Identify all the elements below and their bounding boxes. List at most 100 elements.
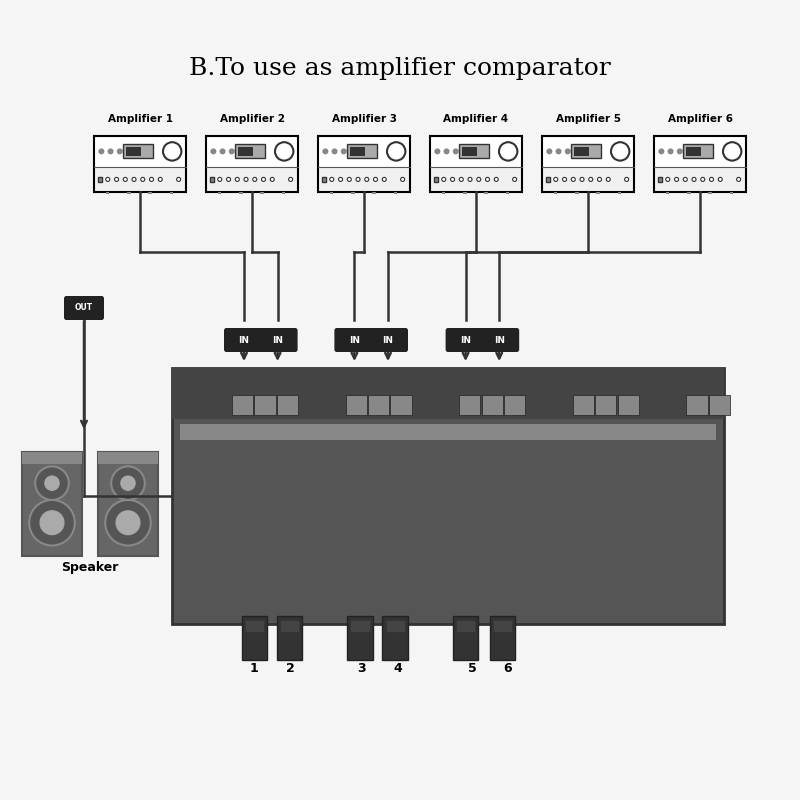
Text: Speaker: Speaker xyxy=(61,562,118,574)
Circle shape xyxy=(116,510,140,534)
Bar xyxy=(459,395,480,415)
Bar xyxy=(277,616,302,660)
FancyBboxPatch shape xyxy=(258,328,298,352)
Text: Amplifier 1: Amplifier 1 xyxy=(107,114,173,124)
Circle shape xyxy=(459,178,463,182)
Bar xyxy=(206,167,298,192)
Bar xyxy=(482,395,502,415)
Bar xyxy=(127,192,130,194)
Text: 5: 5 xyxy=(468,662,476,674)
Circle shape xyxy=(668,149,673,154)
Bar xyxy=(218,192,222,194)
Bar xyxy=(254,395,275,415)
Bar xyxy=(126,146,141,156)
Circle shape xyxy=(692,178,696,182)
Circle shape xyxy=(347,178,351,182)
Circle shape xyxy=(220,149,225,154)
Bar xyxy=(430,136,522,192)
Bar xyxy=(709,395,730,415)
Bar xyxy=(654,136,746,192)
Bar xyxy=(368,395,389,415)
Bar xyxy=(346,395,366,415)
Circle shape xyxy=(121,476,135,490)
Bar xyxy=(318,136,410,166)
Circle shape xyxy=(330,178,334,182)
Circle shape xyxy=(270,178,274,182)
Bar xyxy=(149,192,152,194)
Bar xyxy=(94,136,186,166)
FancyBboxPatch shape xyxy=(334,328,374,352)
Bar xyxy=(206,136,298,192)
Bar xyxy=(235,145,265,158)
Bar xyxy=(442,192,446,194)
Bar xyxy=(686,146,701,156)
Bar xyxy=(493,620,512,632)
Bar xyxy=(242,616,267,660)
Bar xyxy=(206,136,298,166)
Text: 2: 2 xyxy=(286,662,294,674)
Bar xyxy=(506,192,509,194)
Bar xyxy=(347,145,377,158)
Bar xyxy=(430,167,522,192)
Circle shape xyxy=(382,178,386,182)
Bar xyxy=(318,167,410,192)
Circle shape xyxy=(338,178,342,182)
Bar xyxy=(245,620,264,632)
Bar xyxy=(573,395,594,415)
Circle shape xyxy=(387,142,406,161)
Bar xyxy=(282,192,285,194)
Bar xyxy=(546,177,550,182)
Circle shape xyxy=(562,178,566,182)
Text: 6: 6 xyxy=(504,662,512,674)
Bar xyxy=(687,192,690,194)
Bar xyxy=(571,145,601,158)
Bar xyxy=(390,395,411,415)
Bar xyxy=(666,192,670,194)
Circle shape xyxy=(625,178,629,182)
Bar xyxy=(347,616,373,660)
Bar xyxy=(574,146,589,156)
Text: Amplifier 3: Amplifier 3 xyxy=(331,114,397,124)
Bar xyxy=(94,136,186,192)
Circle shape xyxy=(683,178,687,182)
Bar xyxy=(542,167,634,192)
Bar xyxy=(597,192,600,194)
Bar xyxy=(261,192,264,194)
Circle shape xyxy=(678,149,682,154)
Bar xyxy=(94,136,186,192)
Circle shape xyxy=(450,178,454,182)
Circle shape xyxy=(235,178,239,182)
Circle shape xyxy=(106,178,110,182)
Circle shape xyxy=(323,149,328,154)
Bar xyxy=(386,620,405,632)
Circle shape xyxy=(106,500,151,546)
Bar xyxy=(330,192,334,194)
Circle shape xyxy=(332,149,337,154)
Bar xyxy=(318,136,410,192)
Bar xyxy=(654,136,746,166)
Text: Amplifier 6: Amplifier 6 xyxy=(667,114,733,124)
Circle shape xyxy=(342,149,346,154)
Circle shape xyxy=(230,149,234,154)
FancyBboxPatch shape xyxy=(64,296,104,320)
Circle shape xyxy=(718,178,722,182)
Bar xyxy=(232,395,253,415)
Bar xyxy=(238,146,253,156)
Bar xyxy=(618,192,621,194)
Circle shape xyxy=(253,178,257,182)
FancyBboxPatch shape xyxy=(479,328,519,352)
Bar xyxy=(351,192,354,194)
FancyBboxPatch shape xyxy=(224,328,264,352)
Circle shape xyxy=(723,142,742,161)
Bar xyxy=(683,145,713,158)
Circle shape xyxy=(710,178,714,182)
Circle shape xyxy=(374,178,378,182)
Circle shape xyxy=(132,178,136,182)
Bar xyxy=(373,192,376,194)
Bar xyxy=(318,136,410,192)
Circle shape xyxy=(365,178,369,182)
Text: IN: IN xyxy=(382,335,394,345)
Bar xyxy=(394,192,397,194)
Bar xyxy=(686,395,707,415)
Text: IN: IN xyxy=(349,335,360,345)
